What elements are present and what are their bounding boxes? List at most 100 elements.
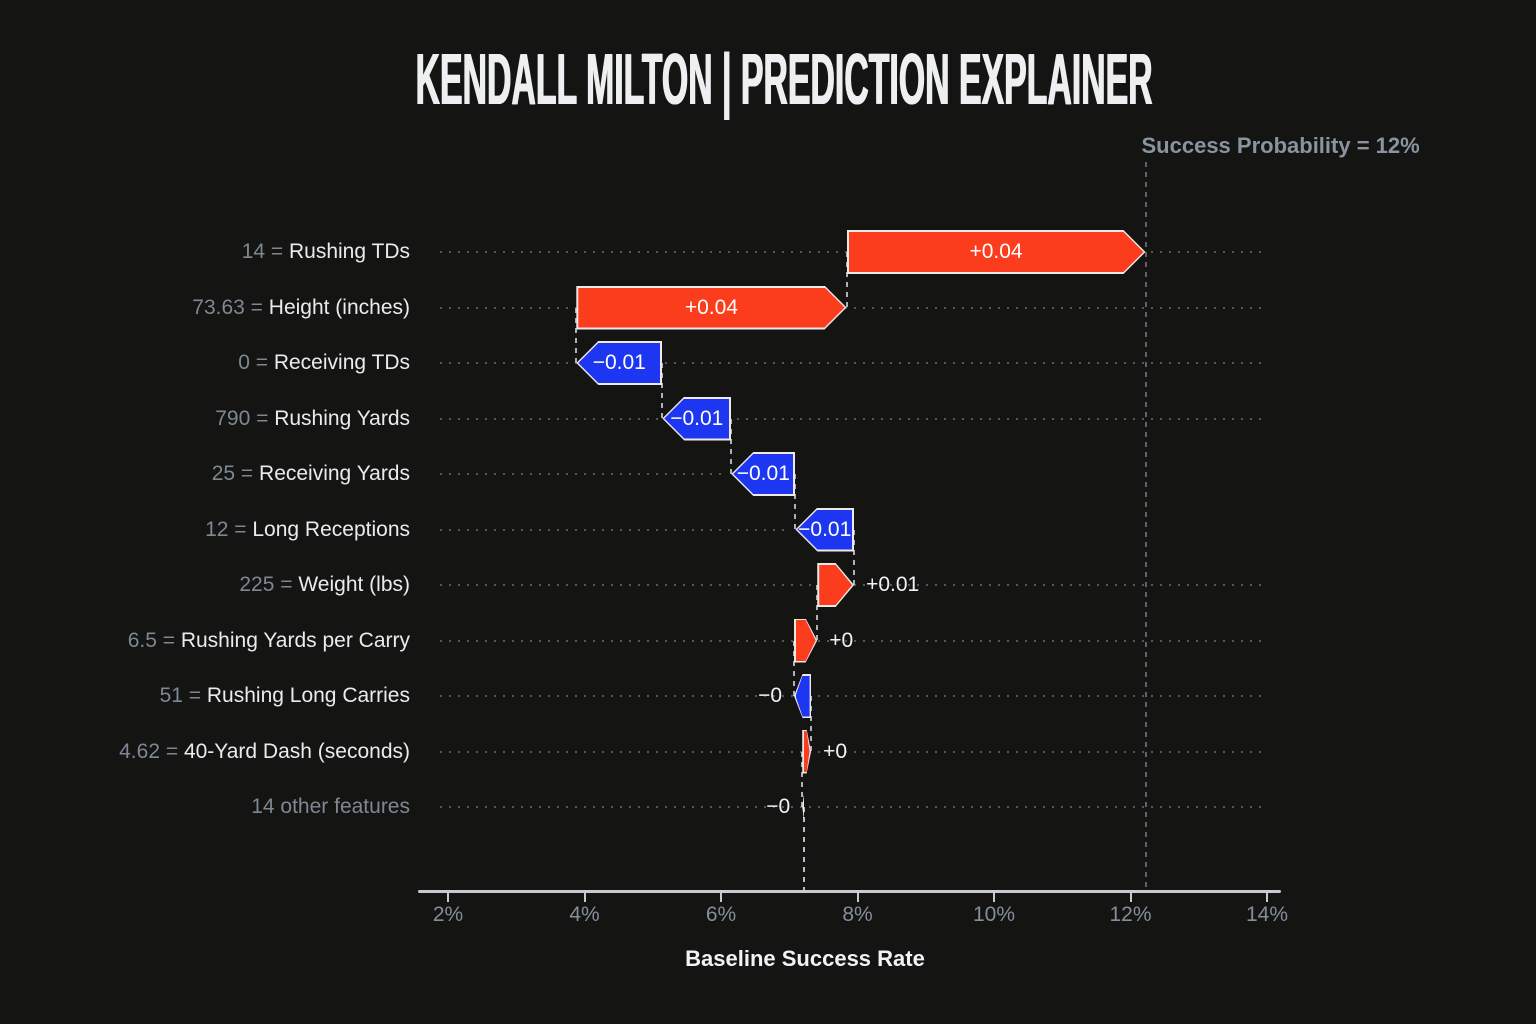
connector-line: [575, 307, 578, 363]
x-axis-tick: [583, 893, 586, 902]
bar-40-yard-dash-seconds[interactable]: [802, 730, 811, 774]
connector-line: [816, 585, 819, 641]
feature-name: Rushing Long Carries: [201, 684, 410, 707]
baseline-line: [803, 807, 806, 890]
connector-line: [794, 474, 797, 530]
guide-line-rushing-long-carries: [440, 695, 1268, 697]
connector-line: [661, 363, 664, 419]
row-label-receiving-tds: 0 = Receiving TDs: [0, 348, 410, 378]
feature-name: Weight (lbs): [292, 573, 410, 596]
x-axis-tick-label: 10%: [972, 903, 1016, 926]
feature-value: 14 =: [241, 240, 284, 263]
contribution-value: −0.01: [592, 351, 646, 374]
contribution-value-weight-lbs: +0.01: [866, 573, 920, 596]
x-axis-tick-label: 14%: [1245, 903, 1289, 926]
bar-fill: [578, 288, 844, 328]
x-axis-tick-label: 6%: [705, 903, 737, 926]
x-axis-tick-label: 8%: [842, 903, 873, 926]
connector-line: [793, 640, 796, 696]
bar-height-inches[interactable]: +0.04: [576, 286, 846, 330]
guide-line-rushing-yards: [440, 417, 1268, 420]
success-probability-label: Success Probability = 12%: [1141, 133, 1420, 158]
feature-value: 6.5 =: [127, 628, 175, 652]
x-axis-tick-label: 2%: [432, 903, 464, 926]
feature-name: 14 other features: [251, 795, 410, 818]
x-axis-tick-label: 12%: [1109, 903, 1152, 926]
contribution-value: −0.01: [670, 406, 724, 430]
x-axis-tick: [993, 893, 995, 902]
feature-name: Rushing TDs: [283, 240, 410, 263]
x-axis-tick: [1266, 893, 1268, 902]
contribution-value-rushing-long-carries: −0: [758, 684, 783, 707]
row-label-weight-lbs: 225 = Weight (lbs): [0, 570, 410, 600]
row-label-rushing-yards-per-carry: 6.5 = Rushing Yards per Carry: [0, 626, 410, 656]
contribution-value-14-other-features: −0: [766, 795, 791, 818]
feature-name: Height (inches): [262, 295, 410, 319]
contribution-value: −0.01: [736, 462, 790, 485]
contribution-value: +0.04: [684, 295, 738, 319]
connector-line: [810, 696, 813, 752]
contribution-value-rushing-yards-per-carry: +0: [829, 628, 854, 652]
bar-fill: [804, 731, 810, 772]
feature-value: 225 =: [239, 573, 293, 596]
guide-line-receiving-tds: [440, 362, 1268, 364]
bar-fill: [796, 620, 816, 661]
row-label-height-inches: 73.63 = Height (inches): [0, 293, 410, 323]
row-label-receiving-yards: 25 = Receiving Yards: [0, 459, 410, 489]
bar-fill: [849, 232, 1144, 272]
feature-value: 51 =: [159, 684, 202, 707]
feature-value: 790 =: [215, 406, 269, 430]
guide-line-height-inches: [440, 306, 1268, 309]
connector-line: [730, 418, 733, 474]
row-label-rushing-tds: 14 = Rushing TDs: [0, 237, 410, 267]
feature-value: 73.63 =: [192, 295, 263, 319]
bar-receiving-yards[interactable]: −0.01: [731, 452, 796, 496]
guide-line-long-receptions: [440, 528, 792, 531]
bar-receiving-tds[interactable]: −0.01: [576, 341, 663, 385]
feature-value: 4.62 =: [119, 739, 179, 763]
bar-rushing-tds[interactable]: +0.04: [847, 230, 1146, 274]
feature-name: Long Receptions: [246, 517, 410, 541]
row-label-40-yard-dash-seconds: 4.62 = 40-Yard Dash (seconds): [0, 737, 410, 767]
guide-line-14-other-features: [440, 806, 1268, 808]
feature-name: Receiving TDs: [268, 351, 410, 374]
x-axis-tick-label: 4%: [569, 903, 600, 926]
feature-name: Receiving Yards: [253, 462, 410, 485]
connector-line: [853, 529, 856, 585]
row-label-rushing-yards: 790 = Rushing Yards: [0, 404, 410, 434]
bar-14-other-features[interactable]: [802, 785, 805, 829]
feature-name: Rushing Yards per Carry: [175, 628, 410, 652]
contribution-value: −0.01: [798, 517, 852, 541]
row-label-14-other-features: 14 other features: [0, 792, 410, 822]
bar-long-receptions[interactable]: −0.01: [795, 507, 855, 552]
bar-fill: [819, 565, 852, 605]
x-axis-tick: [720, 893, 722, 902]
x-axis-title: Baseline Success Rate: [685, 946, 925, 971]
bar-fill: [795, 675, 810, 717]
chart-title: KENDALL MILTON | PREDICTION EXPLAINER: [0, 40, 1536, 120]
feature-value: 12 =: [205, 517, 247, 541]
chart-title-text: KENDALL MILTON | PREDICTION EXPLAINER: [415, 40, 1153, 120]
x-axis-tick: [856, 893, 859, 902]
connector-line: [801, 751, 804, 807]
feature-value: 25 =: [211, 462, 254, 485]
guide-line-rushing-yards-per-carry: [440, 639, 1268, 642]
x-axis-line: [418, 890, 1281, 893]
row-label-long-receptions: 12 = Long Receptions: [0, 515, 410, 545]
contribution-value: +0.04: [969, 240, 1023, 263]
bar-rushing-long-carries[interactable]: [794, 674, 812, 718]
guide-line-40-yard-dash-seconds: [440, 750, 1268, 753]
contribution-value-40-yard-dash-seconds: +0: [823, 739, 848, 763]
bar-rushing-yards-per-carry[interactable]: [794, 619, 817, 663]
connector-line: [845, 252, 848, 308]
feature-value: 0 =: [238, 351, 268, 374]
feature-name: Rushing Yards: [268, 406, 410, 430]
x-axis-tick: [447, 893, 449, 902]
feature-name: 40-Yard Dash (seconds): [178, 739, 410, 763]
bar-weight-lbs[interactable]: [817, 563, 854, 607]
row-label-rushing-long-carries: 51 = Rushing Long Carries: [0, 681, 410, 711]
success-probability-line: [1144, 162, 1147, 890]
bar-fill: [578, 343, 661, 383]
bar-rushing-yards[interactable]: −0.01: [662, 396, 732, 441]
